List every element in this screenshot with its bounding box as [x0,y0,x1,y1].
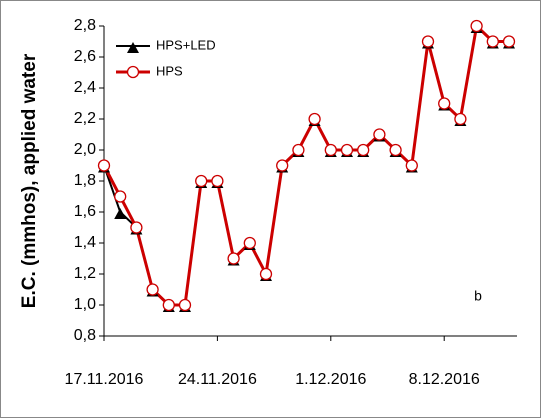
circle-marker [486,35,499,48]
y-tick-label: 1,2 [74,265,96,282]
circle-marker [324,143,337,157]
circle-marker [97,159,111,172]
y-tick-label: 2,2 [74,110,96,127]
circle-marker [211,174,224,188]
circle-marker [357,143,370,157]
y-tick-label: 1,4 [74,234,96,251]
circle-marker [259,267,273,281]
x-tick-label: 1.12.2016 [295,371,366,388]
x-tick-label: 24.11.2016 [178,371,257,388]
y-tick-label: 2,0 [74,141,96,158]
circle-marker [470,19,483,33]
legend-marker [126,65,140,79]
annotation: b [474,288,482,304]
circle-marker [454,112,467,126]
y-tick-label: 2,6 [74,48,96,65]
y-tick-label: 1,8 [74,172,96,189]
circle-marker [405,159,418,172]
circle-marker [146,283,159,296]
circle-marker [162,298,175,312]
y-tick-label: 1,0 [74,296,96,313]
circle-marker [438,97,451,110]
y-axis-label: E.C. (mmhos), applied water [19,53,40,308]
circle-marker [195,174,208,188]
circle-marker [130,221,143,234]
circle-marker [502,35,516,48]
circle-marker [227,252,240,265]
circle-marker [421,35,435,48]
y-tick-label: 2,8 [74,17,96,34]
x-tick-label: 17.11.2016 [65,371,144,388]
circle-marker [292,143,305,157]
legend-label: HPS+LED [156,37,216,52]
triangle-marker [114,208,127,219]
circle-marker [308,112,321,126]
circle-marker [389,143,402,157]
x-tick-label: 8.12.2016 [409,371,480,388]
circle-marker [373,128,386,141]
circle-marker [178,298,192,312]
y-tick-label: 2,4 [74,79,96,96]
circle-marker [276,159,289,172]
y-tick-label: 0,8 [74,327,96,344]
circle-marker [340,143,354,157]
circle-marker [243,236,256,250]
legend-marker [127,42,139,53]
legend-label: HPS [156,63,183,78]
y-tick-label: 1,6 [74,203,96,220]
circle-marker [114,190,127,203]
